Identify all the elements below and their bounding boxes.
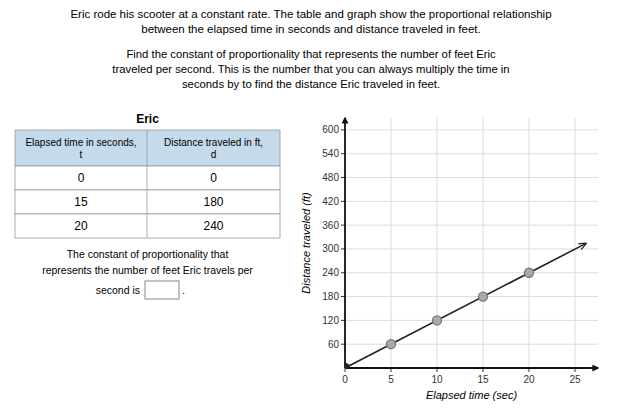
grid-line <box>345 201 598 202</box>
grid-line <box>345 272 598 273</box>
point <box>387 340 396 349</box>
grid-line <box>345 177 598 178</box>
point <box>525 268 534 277</box>
table-divider <box>147 214 148 238</box>
tick-label: 15 <box>477 374 489 385</box>
tick-label: 240 <box>322 267 339 278</box>
text-line: seconds by to find the distance Eric tra… <box>182 78 440 90</box>
tick-label: 0 <box>342 374 348 385</box>
table-row <box>15 214 280 238</box>
grid-line <box>345 118 346 368</box>
tick-label: 540 <box>322 148 339 159</box>
x-axis-label: Elapsed time (sec) <box>426 389 517 401</box>
grid-line <box>437 118 438 368</box>
answer-text: represents the number of feet Eric trave… <box>42 264 253 276</box>
subtitle: Find the constant of proportionality tha… <box>112 48 509 90</box>
grid-line <box>345 248 598 249</box>
table-cell: 180 <box>203 195 223 209</box>
text-line: Distance traveled in ft, <box>164 137 263 148</box>
text-line: Find the constant of proportionality tha… <box>126 48 496 60</box>
table-row <box>15 166 280 190</box>
tick-label: 120 <box>322 315 339 326</box>
tick-label: 360 <box>322 220 339 231</box>
grid-line <box>345 129 598 130</box>
grid-line <box>345 344 598 345</box>
answer-box <box>145 281 179 299</box>
page: Eric rode his scooter at a constant rate… <box>0 0 622 409</box>
title: Eric rode his scooter at a constant rate… <box>70 8 551 35</box>
tick-label: 10 <box>431 374 443 385</box>
grid-line <box>345 320 598 321</box>
point <box>433 316 442 325</box>
table-header <box>15 130 280 166</box>
plot-data <box>345 243 586 368</box>
tick-label: 300 <box>322 243 339 254</box>
grid <box>345 118 598 368</box>
y-axis-label: Distance traveled (ft) <box>300 192 312 294</box>
x-axis <box>345 367 598 369</box>
y-axis <box>344 118 346 368</box>
table-cell: 240 <box>203 219 223 233</box>
grid-line <box>529 118 530 368</box>
text-line: t <box>80 149 83 160</box>
tick-label: 60 <box>328 339 340 350</box>
grid-line <box>345 153 598 154</box>
table-cell: 0 <box>210 171 217 185</box>
point <box>345 364 350 369</box>
table-divider <box>147 130 148 166</box>
answer-text: The constant of proportionality that <box>67 248 229 260</box>
table-divider <box>147 166 148 190</box>
grid-line <box>345 225 598 226</box>
answer-text: second is <box>96 284 140 296</box>
tick-label: 480 <box>322 172 339 183</box>
table-cell: 0 <box>78 171 85 185</box>
tick-label: 25 <box>569 374 581 385</box>
table-divider <box>147 190 148 214</box>
text-line: traveled per second. This is the number … <box>112 63 509 75</box>
table-cell: 15 <box>74 195 88 209</box>
tick-label: 600 <box>322 124 339 135</box>
table-header-text: Distance traveled in ft,d <box>164 137 263 160</box>
grid-line <box>391 118 392 368</box>
point <box>479 292 488 301</box>
answer-text: . <box>182 284 185 296</box>
text-line: d <box>211 149 217 160</box>
tick-label: 180 <box>322 291 339 302</box>
table-header-text: Elapsed time in seconds,t <box>25 137 136 160</box>
table-title: Eric <box>136 112 159 126</box>
text-line: Eric rode his scooter at a constant rate… <box>70 8 551 20</box>
grid-line <box>483 118 484 368</box>
line <box>345 243 586 368</box>
tick-label: 420 <box>322 196 339 207</box>
table-row <box>15 190 280 214</box>
grid-line <box>575 118 576 368</box>
text-line: between the elapsed time in seconds and … <box>141 23 480 35</box>
text-line: Elapsed time in seconds, <box>25 137 136 148</box>
tick-label: 20 <box>523 374 535 385</box>
tick-label: 5 <box>388 374 394 385</box>
table-cell: 20 <box>74 219 88 233</box>
grid-line <box>345 296 598 297</box>
